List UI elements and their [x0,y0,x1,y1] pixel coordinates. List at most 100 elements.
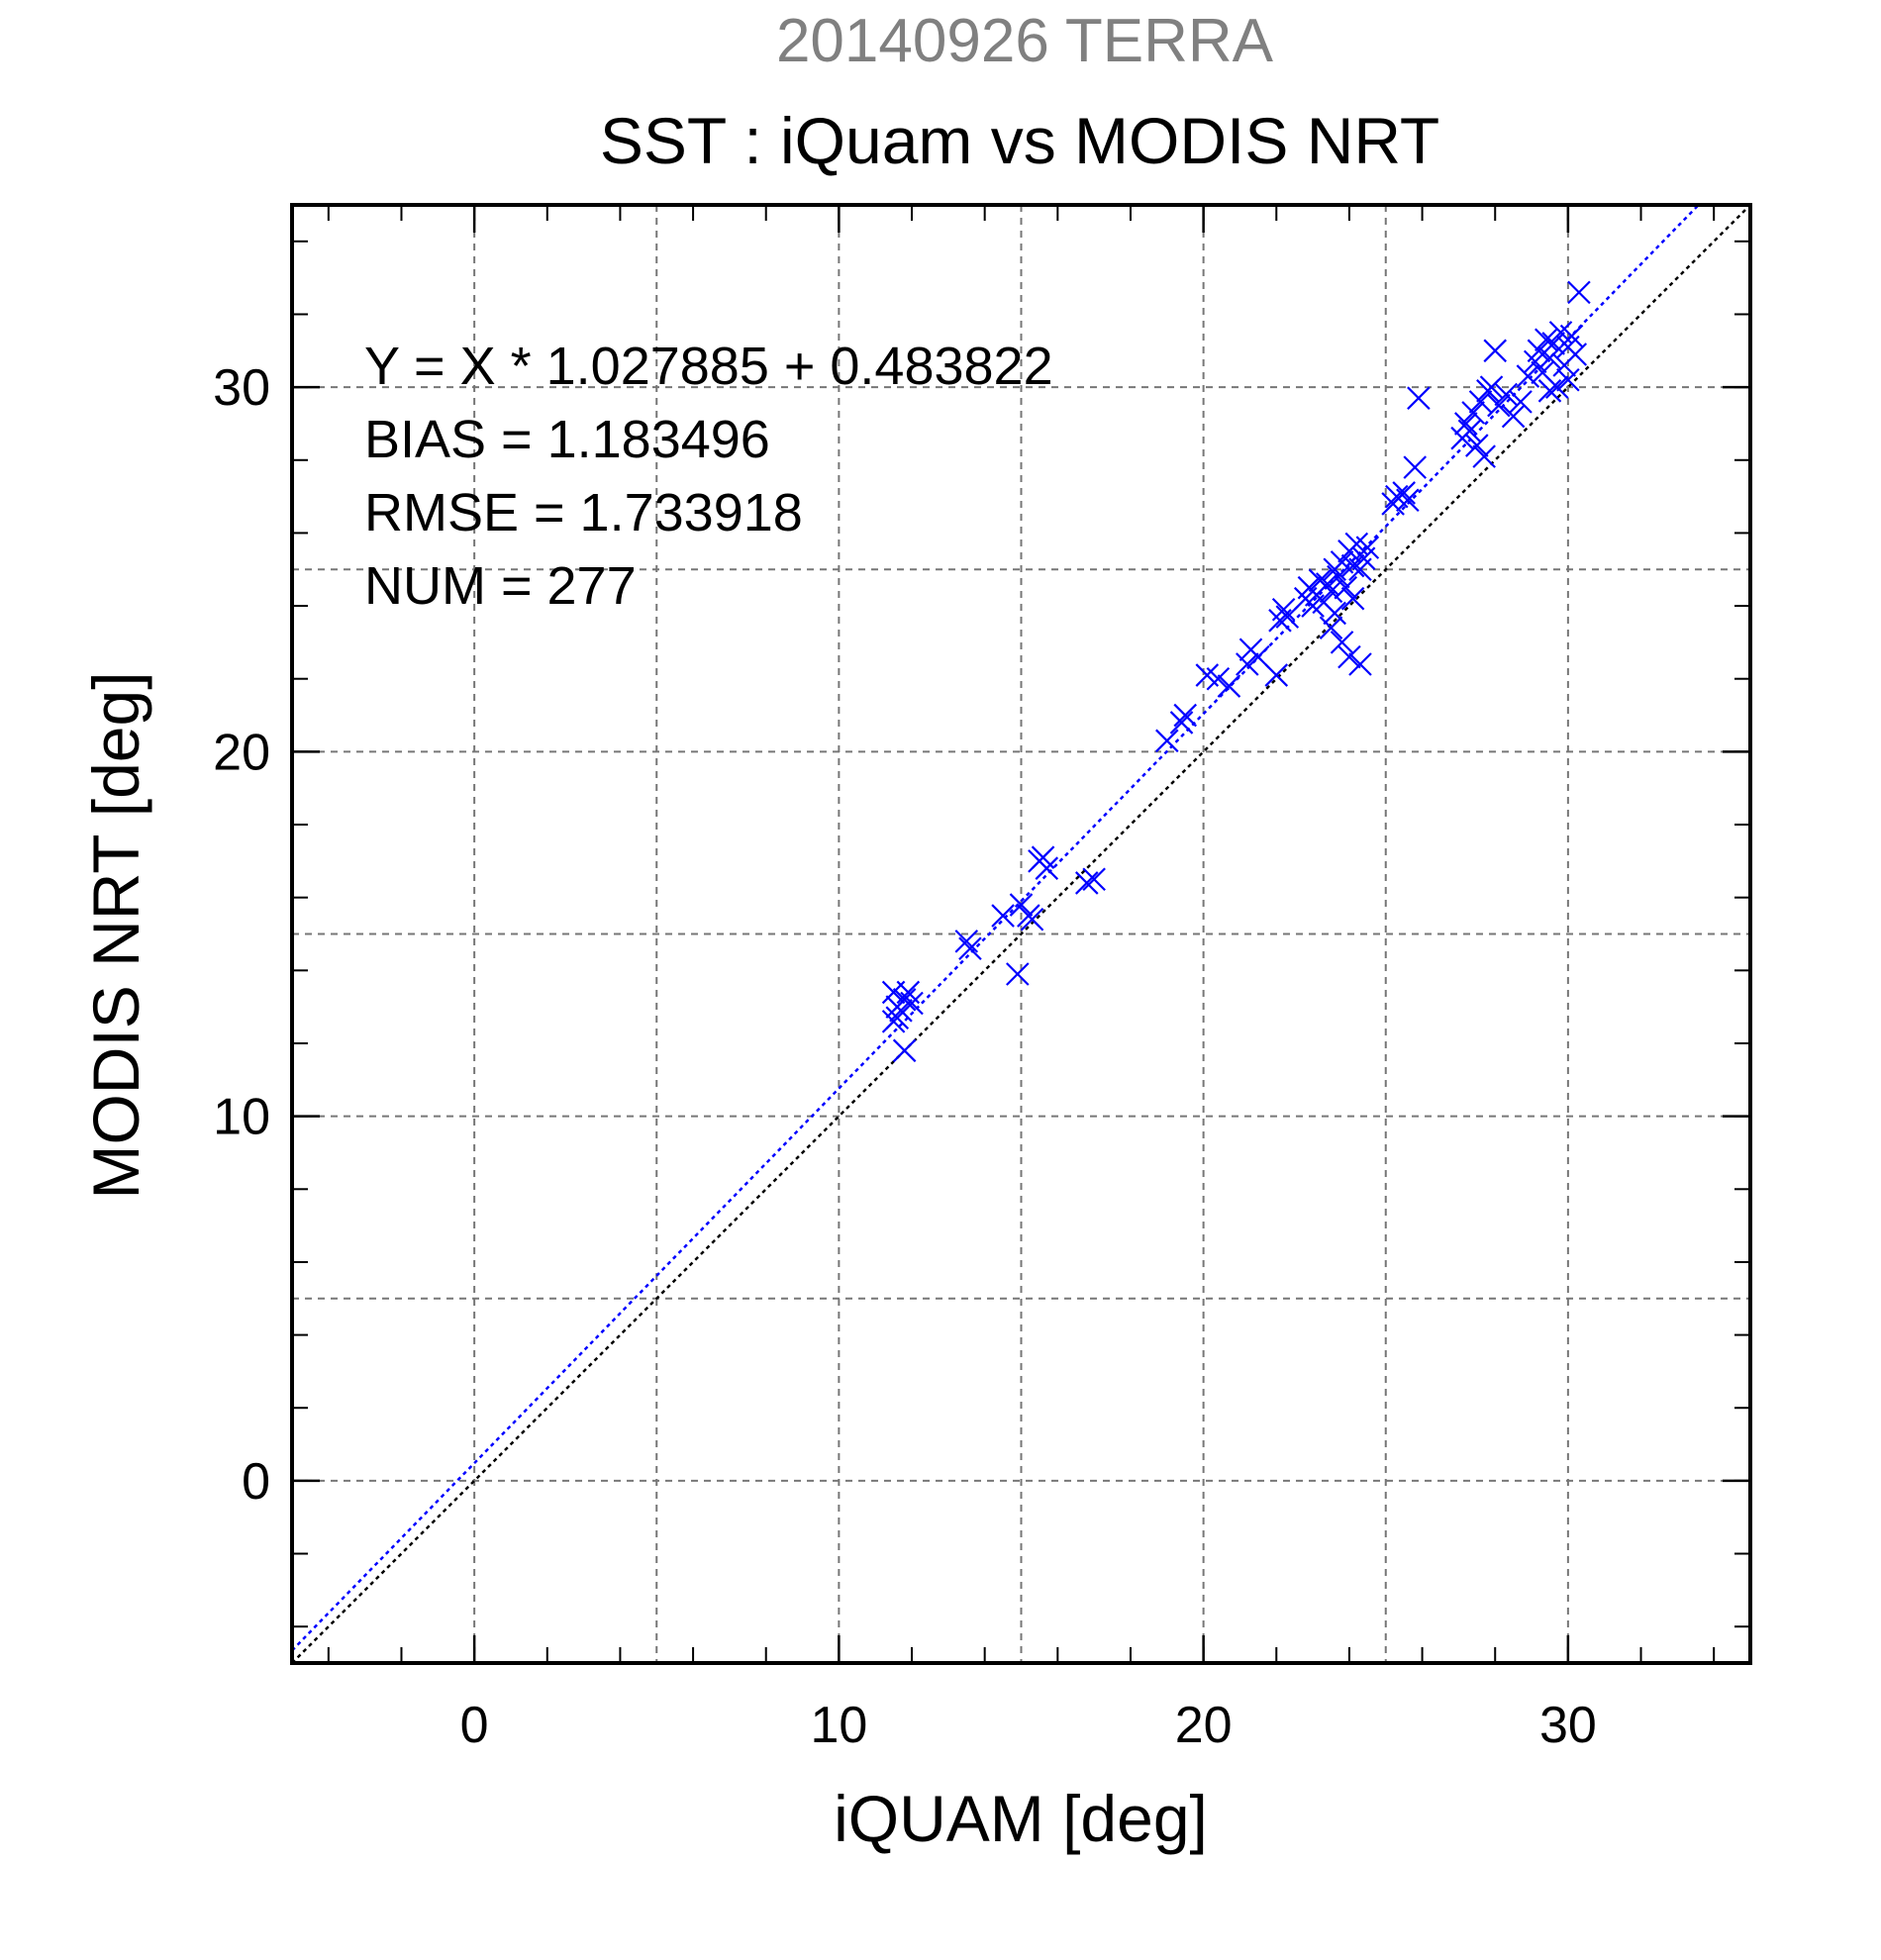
data-point-stroke [1009,893,1034,917]
data-point [1545,375,1569,399]
data-point-stroke [1483,339,1508,363]
data-point [1396,488,1420,513]
data-point-stroke [1246,644,1270,669]
data-point-stroke [1472,444,1496,468]
data-point-stroke [1534,328,1558,352]
data-point [1516,364,1540,388]
data-point-stroke [1082,867,1106,892]
data-point-stroke [885,1006,910,1029]
data-point-stroke [1465,434,1489,457]
data-point [1173,703,1197,728]
data-point-stroke [1516,364,1540,388]
data-point-stroke [1312,590,1336,615]
rmse-text: RMSE = 1.733918 [364,483,803,542]
data-point-stroke [1494,382,1519,407]
data-point [1465,434,1489,457]
data-point [1483,339,1508,363]
data-point [1217,674,1241,698]
tick-marks [292,205,1750,1663]
data-point [991,904,1015,928]
data-point [1082,867,1106,892]
data-point-stroke [1308,568,1333,593]
data-point-stroke [1556,367,1580,392]
data-point [1155,729,1179,753]
data-point [1006,962,1030,986]
x-tick-label: 10 [810,1697,867,1754]
data-point-stroke [1217,674,1241,698]
data-point-stroke [1319,616,1343,639]
data-point-stroke [1340,553,1365,578]
plot-frame [290,203,1752,1665]
reference-lines [291,204,1751,1664]
chart-suptitle: 20140926 TERRA [776,7,1274,75]
data-point [1461,401,1485,425]
data-point-stroke [1195,663,1220,687]
data-point-stroke [1509,390,1533,414]
data-point [892,988,917,1012]
data-point-stroke [1541,332,1565,355]
data-point [1271,597,1296,622]
data-point [1556,367,1580,392]
data-point [1316,572,1339,596]
data-point [1009,893,1034,917]
data-point-stroke [1396,488,1420,513]
data-point [1537,379,1562,403]
fit-equation-text: Y = X * 1.027885 + 0.483822 [364,337,1053,396]
data-point-stroke [1075,871,1099,895]
data-point-stroke [1537,379,1562,403]
data-point-stroke [1545,375,1569,399]
data-point [1567,280,1591,305]
data-point [1472,444,1496,468]
data-point-stroke [1567,280,1591,305]
data-point [1537,345,1562,370]
data-point [958,936,982,961]
data-point-stroke [1461,401,1485,425]
data-point-stroke [991,904,1015,928]
data-point-stroke [1330,631,1354,654]
data-point [1264,663,1289,687]
y-tick-label: 30 [213,359,270,417]
data-point-stroke [1334,575,1358,600]
x-tick-label: 0 [460,1697,489,1754]
data-point-stroke [896,980,921,1005]
data-point-stroke [1407,386,1431,410]
data-point-stroke [958,936,982,961]
data-point-stroke [1348,652,1372,676]
data-point-stroke [1031,845,1055,869]
data-point-stroke [1316,572,1339,596]
data-point-stroke [1563,343,1588,366]
data-point-stroke [1385,484,1409,509]
data-point-stroke [1527,339,1551,363]
data-point-stroke [1487,393,1511,418]
data-point [892,1038,917,1063]
data-point [1319,616,1343,639]
y-axis-label: MODIS NRT [deg] [79,671,152,1199]
fit-line [291,204,1700,1652]
data-point-stroke [1264,663,1289,687]
data-point [1348,652,1372,676]
data-point [1392,481,1416,505]
data-point [1334,575,1358,600]
data-point-stroke [1531,360,1554,385]
chart-title: SST : iQuam vs MODIS NRT [600,104,1439,177]
data-point [954,930,979,953]
data-point [1340,553,1365,578]
data-point-stroke [1403,455,1427,479]
data-point-stroke [1548,321,1573,344]
data-point-stroke [1271,597,1296,622]
data-point-stroke [1319,579,1343,604]
data-point-stroke [1340,586,1365,611]
data-point-stroke [1020,907,1044,931]
data-point [1453,412,1478,436]
data-point [885,1006,910,1029]
data-point [1534,328,1558,352]
data-point [1035,856,1059,880]
data-point-stroke [954,930,979,953]
data-point [1501,404,1526,429]
num-text: NUM = 277 [364,556,637,616]
data-point-stroke [1173,703,1197,728]
data-point-stroke [1327,564,1350,589]
y-tick-label: 0 [242,1453,270,1511]
data-point [1275,605,1300,629]
